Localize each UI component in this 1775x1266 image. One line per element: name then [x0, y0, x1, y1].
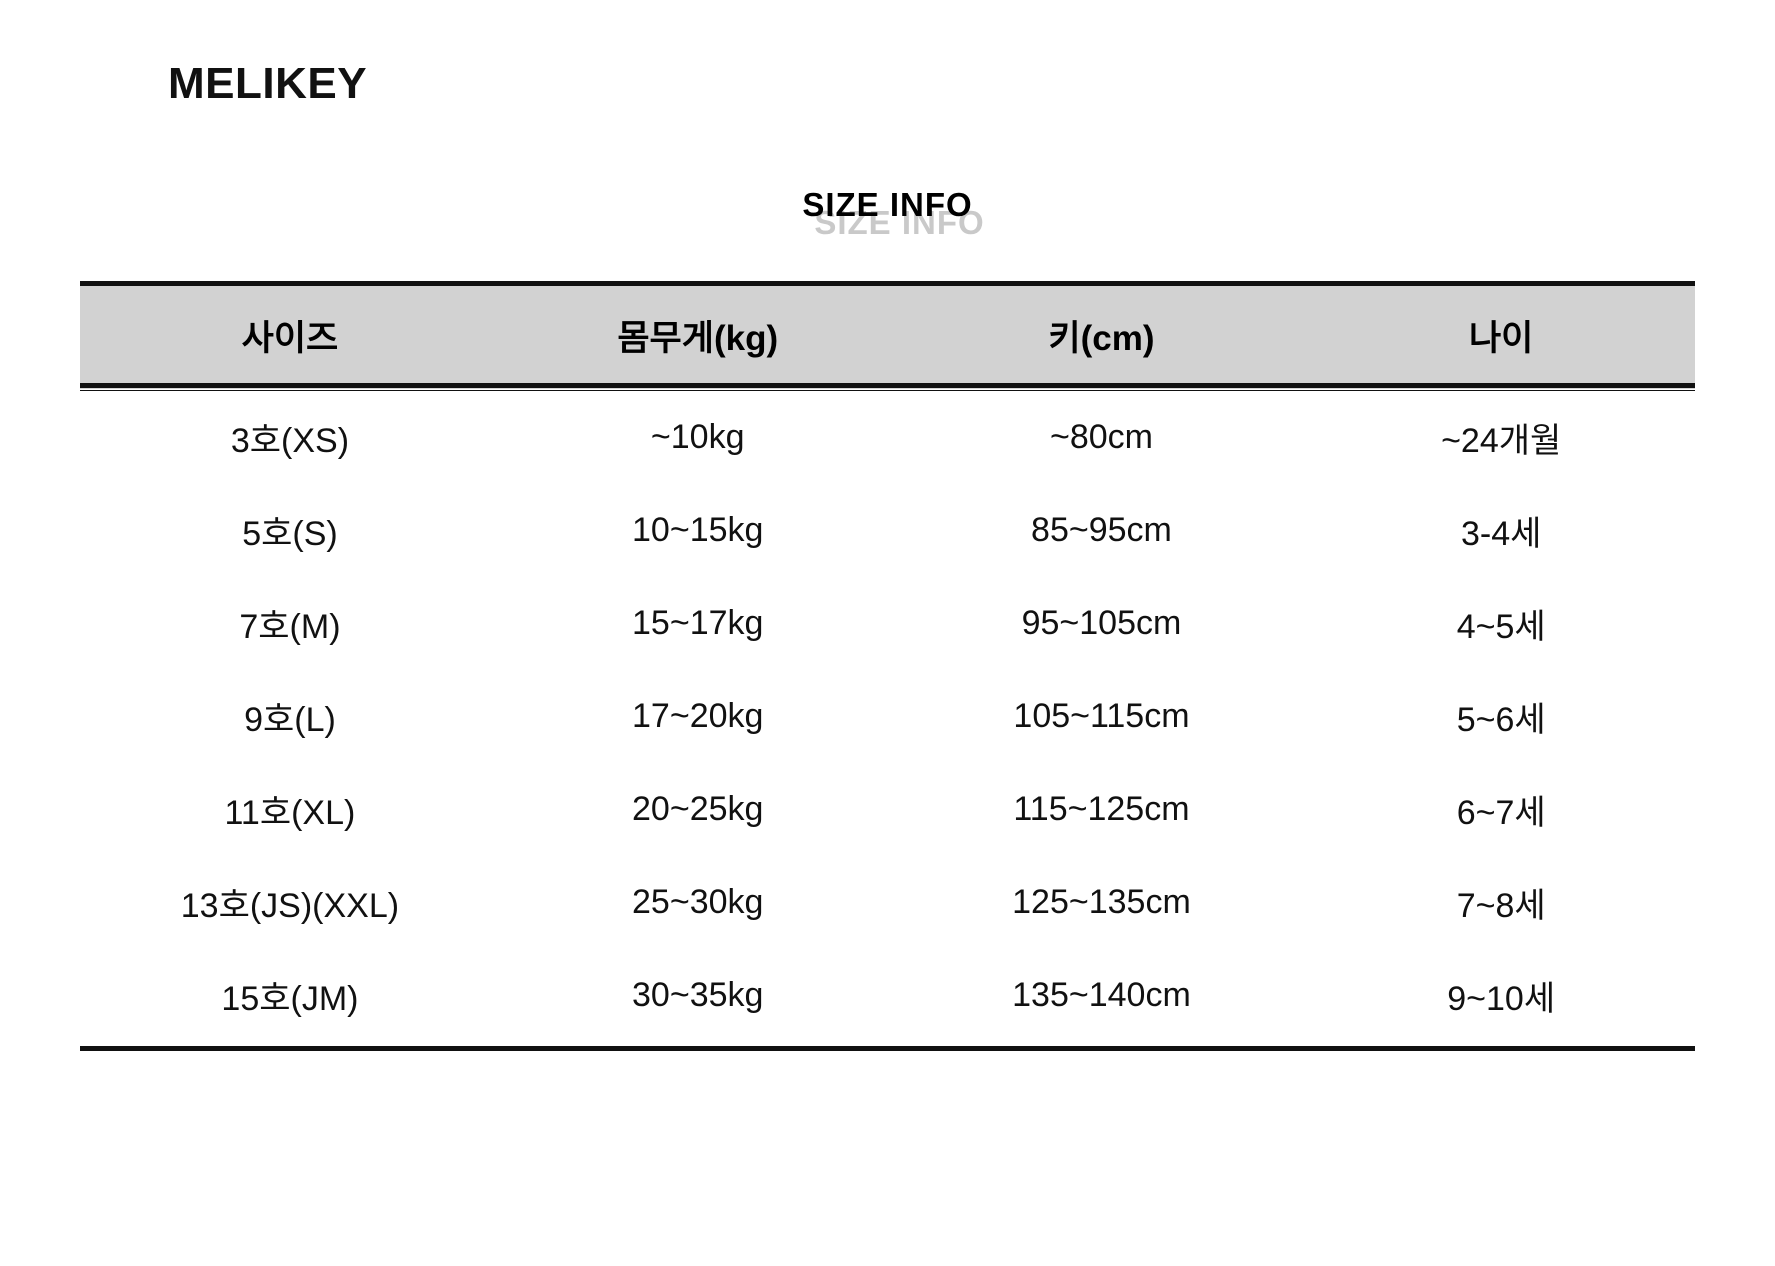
cell-weight: 10~15kg [632, 511, 764, 549]
cell-size: 5호(S) [242, 515, 338, 553]
cell-weight: 17~20kg [632, 697, 764, 735]
cell-size: 9호(L) [244, 701, 336, 739]
size-info-table: 사이즈 몸무게(kg) 키(cm) 나이 3호(XS) ~10kg ~80cm … [80, 281, 1695, 1051]
cell-height: ~80cm [1049, 418, 1153, 456]
page-title: SIZE INFO SIZE INFO [0, 188, 1775, 248]
column-header-size: 사이즈 [80, 283, 500, 391]
cell-height: 125~135cm [1012, 883, 1191, 921]
cell-age: 6~7세 [1456, 794, 1546, 832]
cell-age: 3-4세 [1460, 515, 1542, 553]
cell-height: 95~105cm [1021, 604, 1182, 642]
cell-size: 7호(M) [239, 608, 341, 646]
cell-height: 135~140cm [895, 949, 1308, 1051]
table-row: 3호(XS) ~10kg ~80cm ~24개월 [80, 389, 1695, 484]
table-header-row: 사이즈 몸무게(kg) 키(cm) 나이 [80, 283, 1695, 391]
table-header: 사이즈 몸무게(kg) 키(cm) 나이 [80, 283, 1695, 391]
cell-weight: 20~25kg [632, 790, 764, 828]
cell-age: ~24개월 [1441, 422, 1562, 460]
cell-height: 85~95cm [1031, 511, 1172, 549]
table-row: 15호(JM) 30~35kg 135~140cm 9~10세 [80, 949, 1695, 1051]
table-row: 11호(XL) 20~25kg 115~125cm 6~7세 [80, 763, 1695, 856]
column-header-age: 나이 [1307, 283, 1695, 391]
cell-age: 5~6세 [1456, 701, 1546, 739]
page-title-text: SIZE INFO [802, 186, 973, 223]
cell-size: 15호(JM) [80, 949, 500, 1051]
cell-size: 3호(XS) [230, 422, 350, 460]
table-row: 13호(JS)(XXL) 25~30kg 125~135cm 7~8세 [80, 856, 1695, 949]
cell-weight: 30~35kg [499, 949, 896, 1051]
cell-weight: 25~30kg [632, 883, 764, 921]
page-title-shadow-text: SIZE INFO [814, 204, 985, 241]
cell-height: 105~115cm [1013, 697, 1190, 735]
column-header-height: 키(cm) [895, 283, 1308, 391]
cell-size: 13호(JS)(XXL) [180, 887, 400, 925]
cell-height: 115~125cm [1013, 790, 1190, 828]
table-body: 3호(XS) ~10kg ~80cm ~24개월 5호(S) 10~15kg 8… [80, 389, 1695, 1051]
cell-weight: ~10kg [650, 418, 745, 456]
table-row: 7호(M) 15~17kg 95~105cm 4~5세 [80, 577, 1695, 670]
cell-age: 7~8세 [1456, 887, 1546, 925]
table-row: 5호(S) 10~15kg 85~95cm 3-4세 [80, 484, 1695, 577]
column-header-weight: 몸무게(kg) [499, 283, 896, 391]
brand-logo: MELIKEY [168, 59, 368, 108]
cell-age: 4~5세 [1456, 608, 1546, 646]
cell-size: 11호(XL) [224, 794, 356, 832]
table-row: 9호(L) 17~20kg 105~115cm 5~6세 [80, 670, 1695, 763]
cell-age: 9~10세 [1307, 949, 1695, 1051]
cell-weight: 15~17kg [632, 604, 764, 642]
